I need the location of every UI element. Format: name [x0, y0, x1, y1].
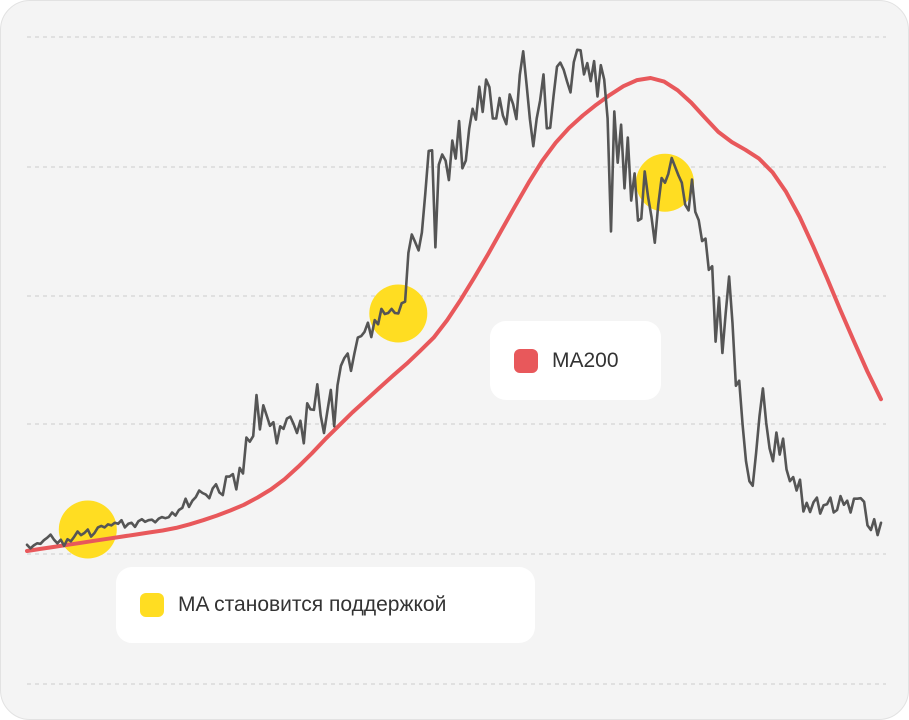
- legend-ma200-label: MA200: [552, 348, 619, 372]
- legend-ma200: MA200: [490, 321, 661, 400]
- ma200-line: [25, 76, 883, 553]
- legend-support-swatch: [140, 593, 164, 617]
- legend-support-label: MA становится поддержкой: [178, 593, 447, 616]
- legend-support: MA становится поддержкой: [116, 567, 535, 643]
- legend-ma200-swatch: [514, 348, 538, 373]
- price-line: [25, 48, 883, 550]
